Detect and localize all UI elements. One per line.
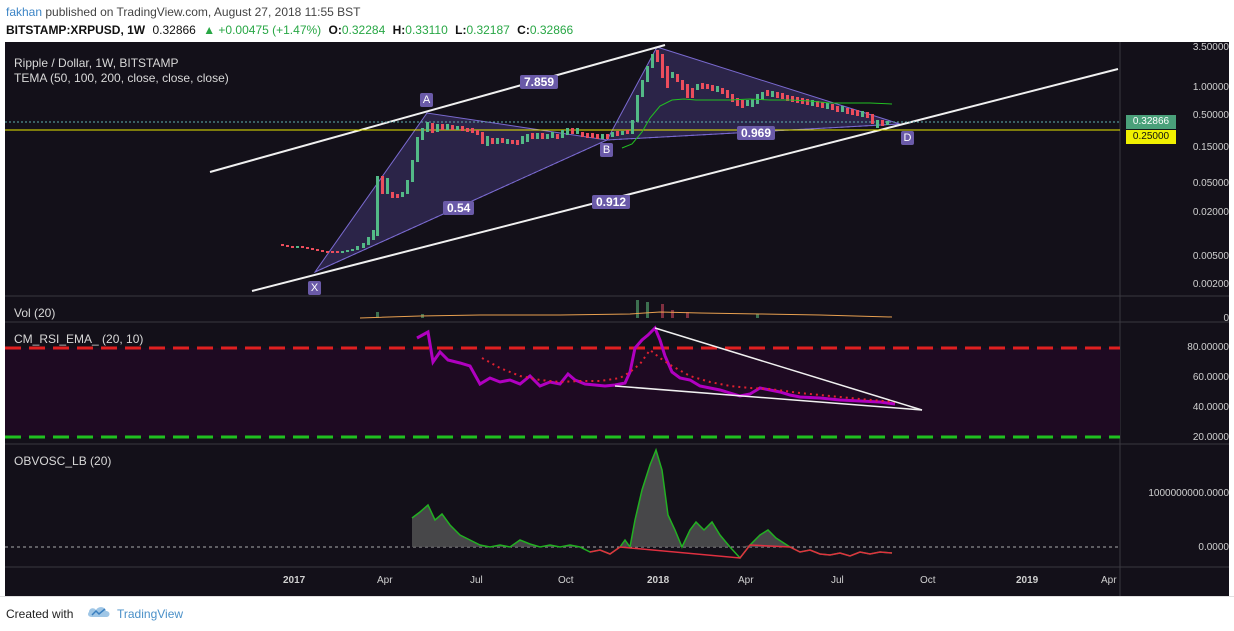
rsi-y-tick: 60.0000: [1192, 372, 1229, 383]
low-label: L:: [455, 23, 467, 37]
published-text: published on TradingView.com, August 27,…: [45, 5, 361, 19]
tema-legend[interactable]: TEMA (50, 100, 200, close, close, close): [14, 71, 229, 85]
x-tick: Jul: [831, 575, 844, 586]
candles: [281, 50, 889, 253]
footer: Created with TradingView: [0, 596, 1234, 631]
x-tick: Oct: [920, 575, 936, 586]
publish-header: fakhan published on TradingView.com, Aug…: [0, 0, 1234, 44]
rsi-ema-line: [481, 348, 896, 403]
close-label: C:: [517, 23, 530, 37]
rsi-trendline-upper[interactable]: [654, 327, 923, 411]
pattern-point-b[interactable]: B: [600, 143, 613, 157]
close-value: 0.32866: [529, 23, 574, 37]
last-price-tag: 0.32866: [1126, 115, 1176, 129]
open-label: O:: [328, 23, 342, 37]
ratio-label[interactable]: 0.969: [737, 126, 776, 140]
x-tick: 2018: [647, 575, 670, 586]
x-tick: 2019: [1016, 575, 1039, 586]
x-tick: Oct: [558, 575, 574, 586]
main-pane-title: Ripple / Dollar, 1W, BITSTAMP: [14, 56, 179, 70]
rsi-y-tick: 20.0000: [1192, 432, 1229, 443]
obv-y-tick: 0.0000: [1198, 542, 1229, 553]
created-with-text: Created with: [6, 607, 74, 621]
obv-area: [412, 450, 790, 547]
price-change: ▲ +0.00475 (+1.47%): [203, 23, 322, 37]
last-price: 0.32866: [152, 23, 196, 37]
ohlc-line: BITSTAMP:XRPUSD, 1W 0.32866 ▲ +0.00475 (…: [6, 23, 577, 37]
open-value: 0.32284: [341, 23, 386, 37]
vol-y-tick: 0: [1223, 313, 1229, 324]
rsi-y-tick: 80.00000: [1187, 342, 1229, 353]
rsi-y-tick: 40.0000: [1192, 402, 1229, 413]
pattern-point-a[interactable]: A: [420, 93, 433, 107]
vol-legend[interactable]: Vol (20): [14, 306, 56, 320]
symbol-label: BITSTAMP:XRPUSD, 1W: [6, 23, 146, 37]
channel-upper-line[interactable]: [209, 44, 666, 173]
x-tick: Jul: [470, 575, 483, 586]
tema-line: [621, 98, 893, 149]
ratio-label[interactable]: 0.912: [592, 195, 631, 209]
high-value: 0.33110: [405, 23, 448, 37]
high-label: H:: [392, 23, 406, 37]
obv-legend[interactable]: OBVOSC_LB (20): [14, 454, 112, 468]
y-tick: 0.02000: [1192, 207, 1229, 218]
author-link[interactable]: fakhan: [6, 5, 43, 19]
pattern-point-x[interactable]: X: [308, 281, 321, 295]
y-tick: 0.00200: [1192, 279, 1229, 290]
ratio-label[interactable]: 0.54: [443, 201, 475, 215]
x-tick: Apr: [1101, 575, 1117, 586]
volume-ma-line: [359, 311, 893, 319]
y-tick: 0.50000: [1192, 110, 1229, 121]
x-tick: Apr: [738, 575, 754, 586]
level-price-tag: 0.25000: [1126, 130, 1176, 144]
rsi-legend[interactable]: CM_RSI_EMA_ (20, 10): [14, 332, 144, 346]
y-tick: 1.00000: [1192, 82, 1229, 93]
rsi-trendline-lower[interactable]: [614, 385, 923, 411]
obv-y-tick: 1000000000.0000: [1148, 488, 1229, 499]
obv-negative-line: [589, 544, 893, 559]
tradingview-link[interactable]: TradingView: [117, 607, 184, 621]
y-tick: 0.15000: [1192, 142, 1229, 153]
pattern-point-d[interactable]: D: [901, 131, 914, 145]
low-value: 0.32187: [466, 23, 510, 37]
x-tick: Apr: [377, 575, 393, 586]
tradingview-logo-icon[interactable]: [86, 603, 112, 621]
ratio-label[interactable]: 7.859: [520, 75, 559, 89]
y-tick: 0.00500: [1192, 251, 1229, 262]
y-tick: 0.05000: [1192, 178, 1229, 189]
channel-lower-line[interactable]: [251, 68, 1119, 292]
rsi-band: [5, 348, 1120, 437]
y-tick: 3.50000: [1192, 42, 1229, 53]
publish-line: fakhan published on TradingView.com, Aug…: [6, 5, 360, 19]
x-tick: 2017: [283, 575, 306, 586]
